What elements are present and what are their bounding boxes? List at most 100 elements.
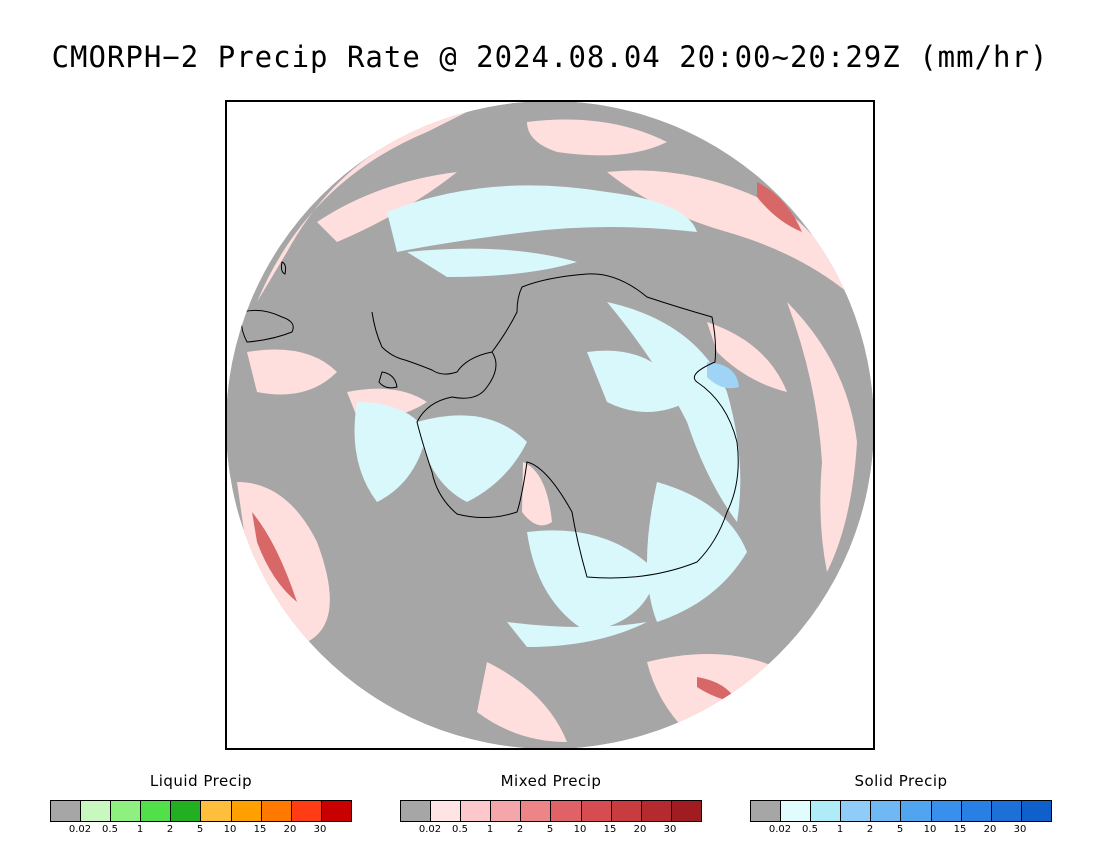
legend-swatch xyxy=(671,801,701,821)
legend-swatch xyxy=(401,801,432,821)
solid-mid-areas xyxy=(707,362,739,389)
legend-title: Liquid Precip xyxy=(149,772,253,790)
legend-tick-label: 20 xyxy=(283,824,297,835)
legend-swatch xyxy=(81,801,112,821)
mixed-band-top xyxy=(527,119,667,156)
legend-tick-label: 5 xyxy=(196,824,204,835)
legend-swatch xyxy=(781,801,812,821)
legend-swatch xyxy=(141,801,172,821)
legend-swatch xyxy=(961,801,992,821)
legend-swatch xyxy=(641,801,672,821)
legend-swatch xyxy=(51,801,82,821)
solid-band-north xyxy=(387,185,697,252)
mixed-precip-areas xyxy=(237,112,857,742)
legend-swatch xyxy=(431,801,462,821)
legend-swatch xyxy=(811,801,842,821)
antarctic-peninsula xyxy=(371,311,493,375)
legend-tick-label: 30 xyxy=(1013,824,1027,835)
legend-swatch xyxy=(521,801,552,821)
solid-mid-east xyxy=(707,362,739,389)
mixed-heavy-areas xyxy=(252,182,802,702)
legend-title: Mixed Precip xyxy=(500,772,602,790)
antarctica-coast xyxy=(416,273,739,579)
map-frame xyxy=(225,100,875,750)
legend-swatch xyxy=(991,801,1022,821)
legend-swatch xyxy=(841,801,872,821)
legend-title: Solid Precip xyxy=(854,772,948,790)
mixed-heavy-left xyxy=(252,512,297,602)
legend-tick-label: 15 xyxy=(253,824,267,835)
legend-tick-label: 0.5 xyxy=(452,824,468,835)
legend-ticks: 0.02 0.5 1 2 5 10 15 20 30 xyxy=(750,824,1050,838)
legend-swatch xyxy=(901,801,932,821)
legend-tick-label: 1 xyxy=(486,824,494,835)
legend-swatch xyxy=(751,801,782,821)
mixed-band-right-inner xyxy=(707,322,787,392)
legend-liquid: Liquid Precip 0.02 0.5 1 2 5 10 15 20 30 xyxy=(50,772,352,842)
mixed-heavy-br xyxy=(697,677,737,702)
legend-swatch xyxy=(491,801,522,821)
solid-band-inner xyxy=(587,350,687,412)
legend-tick-label: 20 xyxy=(983,824,997,835)
solid-band-bottom xyxy=(507,622,647,647)
mixed-band-bottom xyxy=(477,662,567,742)
legend-tick-label: 15 xyxy=(603,824,617,835)
solid-band-south xyxy=(527,530,657,632)
mixed-band-right xyxy=(787,302,857,572)
legend-swatch xyxy=(111,801,142,821)
legend-tick-label: 2 xyxy=(866,824,874,835)
mixed-heavy-tr xyxy=(757,182,802,232)
mixed-band-left xyxy=(237,482,330,642)
legend-tick-label: 30 xyxy=(663,824,677,835)
legend-swatch xyxy=(461,801,492,821)
legend-tick-label: 2 xyxy=(166,824,174,835)
coastlines xyxy=(240,261,739,579)
legend-tick-label: 30 xyxy=(313,824,327,835)
legend-tick-label: 10 xyxy=(223,824,237,835)
legend-tick-label: 15 xyxy=(953,824,967,835)
legend-swatch xyxy=(261,801,292,821)
legend-swatch xyxy=(551,801,582,821)
legend-tick-label: 0.02 xyxy=(68,824,92,835)
legend-swatch xyxy=(201,801,232,821)
legend-tick-label: 0.5 xyxy=(802,824,818,835)
legend-swatches xyxy=(50,800,352,822)
legend-tick-label: 0.02 xyxy=(768,824,792,835)
legend-tick-label: 20 xyxy=(633,824,647,835)
legend-swatch xyxy=(231,801,262,821)
solid-band-se xyxy=(647,482,747,622)
mixed-band-left-mid xyxy=(247,349,337,395)
legend-tick-label: 0.02 xyxy=(418,824,442,835)
legend-swatch xyxy=(1021,801,1051,821)
legend-swatch xyxy=(581,801,612,821)
legend-tick-label: 1 xyxy=(836,824,844,835)
legend-swatch xyxy=(291,801,322,821)
island-2 xyxy=(280,261,287,275)
mixed-band-ne xyxy=(317,172,457,242)
solid-band-west xyxy=(417,415,527,502)
solid-band-east xyxy=(607,302,741,522)
legend-swatches xyxy=(750,800,1052,822)
legend-tick-label: 5 xyxy=(896,824,904,835)
mixed-band-center xyxy=(522,462,552,526)
legend-swatch xyxy=(611,801,642,821)
map-title: CMORPH−2 Precip Rate @ 2024.08.04 20:00~… xyxy=(51,40,1049,74)
legend-tick-label: 5 xyxy=(546,824,554,835)
island-1 xyxy=(378,371,398,389)
legend-swatch xyxy=(171,801,202,821)
legend-ticks: 0.02 0.5 1 2 5 10 15 20 30 xyxy=(400,824,700,838)
legend-tick-label: 0.5 xyxy=(102,824,118,835)
solid-band-north2 xyxy=(407,248,577,277)
legend-mixed: Mixed Precip 0.02 0.5 1 2 5 10 15 20 30 xyxy=(400,772,702,842)
legend-swatch xyxy=(321,801,351,821)
mixed-band-top-right xyxy=(607,170,847,292)
legend-swatch xyxy=(931,801,962,821)
solid-precip-areas xyxy=(354,185,747,647)
legend-ticks: 0.02 0.5 1 2 5 10 15 20 30 xyxy=(50,824,350,838)
legend-solid: Solid Precip 0.02 0.5 1 2 5 10 15 20 30 xyxy=(750,772,1052,842)
legend-swatches xyxy=(400,800,702,822)
legend-tick-label: 2 xyxy=(516,824,524,835)
legend-tick-label: 10 xyxy=(573,824,587,835)
legend-tick-label: 10 xyxy=(923,824,937,835)
solid-band-sw xyxy=(354,402,427,502)
